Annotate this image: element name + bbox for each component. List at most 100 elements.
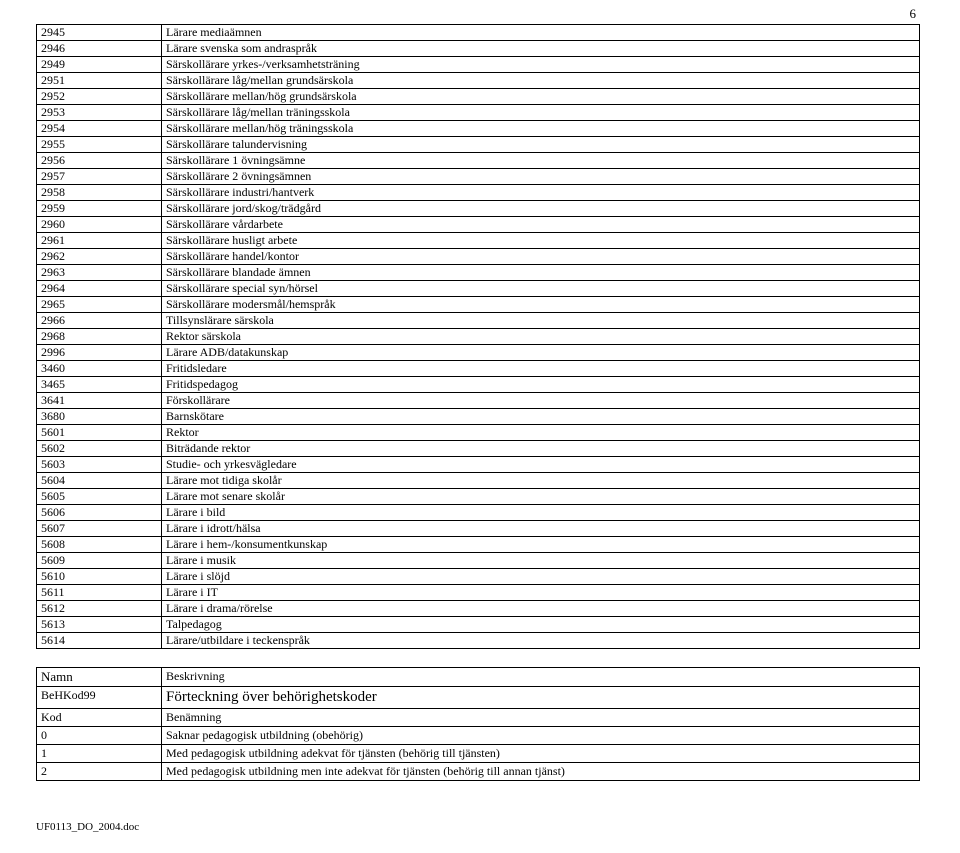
code-cell: 0 bbox=[37, 727, 162, 745]
label-cell: Lärare svenska som andraspråk bbox=[162, 41, 920, 57]
code-cell: 3460 bbox=[37, 361, 162, 377]
label-cell: Fritidspedagog bbox=[162, 377, 920, 393]
label-cell: Särskollärare låg/mellan träningsskola bbox=[162, 105, 920, 121]
label-cell: Särskollärare husligt arbete bbox=[162, 233, 920, 249]
footer-filename: UF0113_DO_2004.doc bbox=[36, 821, 920, 833]
label-cell: Lärare mediaämnen bbox=[162, 25, 920, 41]
label-cell: Rektor bbox=[162, 425, 920, 441]
label-cell: Lärare i musik bbox=[162, 553, 920, 569]
table-row: 5607Lärare i idrott/hälsa bbox=[37, 521, 920, 537]
table-row: 2946Lärare svenska som andraspråk bbox=[37, 41, 920, 57]
code-cell: 2951 bbox=[37, 73, 162, 89]
code-cell: 2953 bbox=[37, 105, 162, 121]
table-row: 5608Lärare i hem-/konsumentkunskap bbox=[37, 537, 920, 553]
code-cell: 2965 bbox=[37, 297, 162, 313]
table-row: 5604Lärare mot tidiga skolår bbox=[37, 473, 920, 489]
kod-header: Kod bbox=[37, 709, 162, 727]
label-cell: Särskollärare 1 övningsämne bbox=[162, 153, 920, 169]
label-cell: Barnskötare bbox=[162, 409, 920, 425]
label-cell: Talpedagog bbox=[162, 617, 920, 633]
label-cell: Med pedagogisk utbildning men inte adekv… bbox=[162, 763, 920, 781]
label-cell: Fritidsledare bbox=[162, 361, 920, 377]
code-cell: 2 bbox=[37, 763, 162, 781]
table-row: 2949Särskollärare yrkes-/verksamhetsträn… bbox=[37, 57, 920, 73]
label-cell: Särskollärare yrkes-/verksamhetsträning bbox=[162, 57, 920, 73]
table-row: 2953Särskollärare låg/mellan träningssko… bbox=[37, 105, 920, 121]
label-cell: Lärare/utbildare i teckenspråk bbox=[162, 633, 920, 649]
code-cell: 2964 bbox=[37, 281, 162, 297]
table-row: 3641Förskollärare bbox=[37, 393, 920, 409]
table-row: 2959Särskollärare jord/skog/trädgård bbox=[37, 201, 920, 217]
table-row: 2996Lärare ADB/datakunskap bbox=[37, 345, 920, 361]
code-cell: 2949 bbox=[37, 57, 162, 73]
table-row: 2956Särskollärare 1 övningsämne bbox=[37, 153, 920, 169]
label-cell: Lärare i slöjd bbox=[162, 569, 920, 585]
label-cell: Särskollärare modersmål/hemspråk bbox=[162, 297, 920, 313]
code-cell: 2955 bbox=[37, 137, 162, 153]
benamning-header: Benämning bbox=[162, 709, 920, 727]
code-cell: 2945 bbox=[37, 25, 162, 41]
code-cell: 5605 bbox=[37, 489, 162, 505]
code-cell: 2966 bbox=[37, 313, 162, 329]
table-row: 3680Barnskötare bbox=[37, 409, 920, 425]
table-row: 5609Lärare i musik bbox=[37, 553, 920, 569]
label-cell: Saknar pedagogisk utbildning (obehörig) bbox=[162, 727, 920, 745]
table-row: 5612Lärare i drama/rörelse bbox=[37, 601, 920, 617]
table-row: 2961Särskollärare husligt arbete bbox=[37, 233, 920, 249]
section-header-row: Namn Beskrivning bbox=[37, 668, 920, 687]
code-cell: 2956 bbox=[37, 153, 162, 169]
code-cell: 2952 bbox=[37, 89, 162, 105]
code-cell: 3465 bbox=[37, 377, 162, 393]
label-cell: Särskollärare vårdarbete bbox=[162, 217, 920, 233]
code-cell: 3641 bbox=[37, 393, 162, 409]
code-cell: 5610 bbox=[37, 569, 162, 585]
table-row: 2955Särskollärare talundervisning bbox=[37, 137, 920, 153]
code-cell: 5608 bbox=[37, 537, 162, 553]
table-row: 2945Lärare mediaämnen bbox=[37, 25, 920, 41]
beskrivning-header: Beskrivning bbox=[162, 668, 920, 687]
table-row: 2964Särskollärare special syn/hörsel bbox=[37, 281, 920, 297]
label-cell: Biträdande rektor bbox=[162, 441, 920, 457]
label-cell: Särskollärare blandade ämnen bbox=[162, 265, 920, 281]
label-cell: Särskollärare mellan/hög grundsärskola bbox=[162, 89, 920, 105]
code-cell: 5611 bbox=[37, 585, 162, 601]
label-cell: Lärare mot senare skolår bbox=[162, 489, 920, 505]
code-cell: 2946 bbox=[37, 41, 162, 57]
table-row: 2951Särskollärare låg/mellan grundsärsko… bbox=[37, 73, 920, 89]
table-row: 2952Särskollärare mellan/hög grundsärsko… bbox=[37, 89, 920, 105]
code-cell: 2954 bbox=[37, 121, 162, 137]
page-number: 6 bbox=[36, 6, 920, 22]
label-cell: Lärare mot tidiga skolår bbox=[162, 473, 920, 489]
code-cell: 2958 bbox=[37, 185, 162, 201]
label-cell: Särskollärare special syn/hörsel bbox=[162, 281, 920, 297]
code-cell: 5606 bbox=[37, 505, 162, 521]
section-title-row: BeHKod99 Förteckning över behörighetskod… bbox=[37, 687, 920, 709]
label-cell: Särskollärare 2 övningsämnen bbox=[162, 169, 920, 185]
table-row: 5605Lärare mot senare skolår bbox=[37, 489, 920, 505]
label-cell: Särskollärare mellan/hög träningsskola bbox=[162, 121, 920, 137]
table-row: 3465Fritidspedagog bbox=[37, 377, 920, 393]
table-row: 5614Lärare/utbildare i teckenspråk bbox=[37, 633, 920, 649]
label-cell: Särskollärare talundervisning bbox=[162, 137, 920, 153]
code-cell: 2962 bbox=[37, 249, 162, 265]
label-cell: Lärare i hem-/konsumentkunskap bbox=[162, 537, 920, 553]
section-subheader-row: Kod Benämning bbox=[37, 709, 920, 727]
table-row: 2954Särskollärare mellan/hög träningssko… bbox=[37, 121, 920, 137]
label-cell: Lärare i drama/rörelse bbox=[162, 601, 920, 617]
code-cell: 5612 bbox=[37, 601, 162, 617]
table-row: 5610Lärare i slöjd bbox=[37, 569, 920, 585]
code-cell: 2961 bbox=[37, 233, 162, 249]
table-row: 2963Särskollärare blandade ämnen bbox=[37, 265, 920, 281]
table-row: 2968Rektor särskola bbox=[37, 329, 920, 345]
code-cell: 5607 bbox=[37, 521, 162, 537]
code-cell: 5614 bbox=[37, 633, 162, 649]
table-row: 2966Tillsynslärare särskola bbox=[37, 313, 920, 329]
label-cell: Särskollärare låg/mellan grundsärskola bbox=[162, 73, 920, 89]
code-cell: 5603 bbox=[37, 457, 162, 473]
main-code-table: 2945Lärare mediaämnen2946Lärare svenska … bbox=[36, 24, 920, 649]
table-row: 5601Rektor bbox=[37, 425, 920, 441]
table-row: 1Med pedagogisk utbildning adekvat för t… bbox=[37, 745, 920, 763]
table-row: 5613Talpedagog bbox=[37, 617, 920, 633]
table-row: 2960Särskollärare vårdarbete bbox=[37, 217, 920, 233]
code-cell: 5609 bbox=[37, 553, 162, 569]
